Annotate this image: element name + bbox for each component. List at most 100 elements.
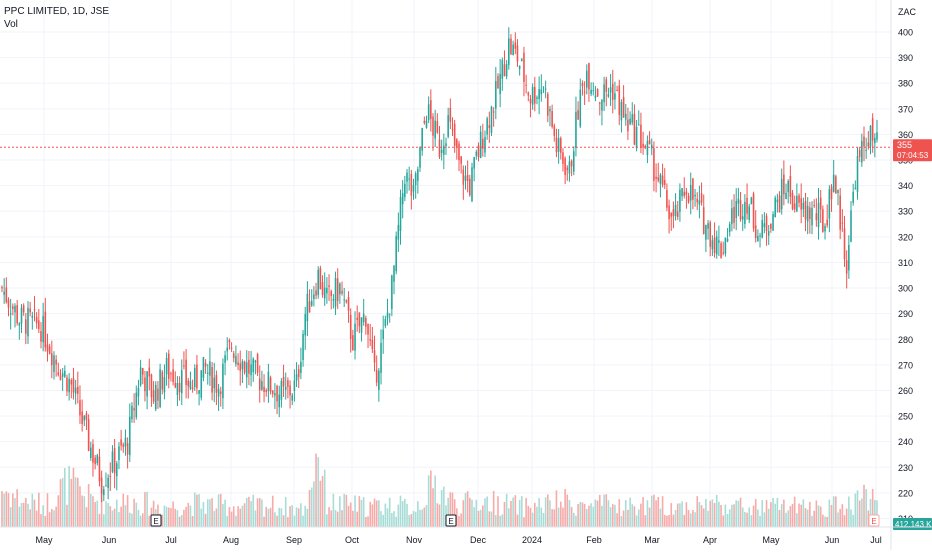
volume-bar — [66, 504, 68, 527]
candle-body — [94, 457, 96, 465]
candle-body — [443, 145, 445, 155]
volume-bar — [659, 508, 662, 527]
candle-body — [791, 192, 794, 210]
volume-bar — [620, 516, 623, 527]
candle-body — [752, 193, 755, 229]
candle-body — [404, 183, 406, 198]
candle-body — [867, 142, 870, 147]
volume-bar — [274, 512, 276, 527]
time-tick-label: Dec — [470, 535, 487, 545]
candle-body — [603, 84, 605, 103]
candle-body — [20, 307, 23, 324]
candle-body — [113, 448, 116, 474]
volume-bar — [783, 499, 785, 527]
candle-body — [850, 210, 852, 242]
candle-body — [35, 317, 38, 324]
candle-body — [230, 347, 233, 349]
volume-bar — [258, 498, 261, 527]
candle-body — [9, 313, 12, 315]
candle-body — [479, 131, 482, 159]
candle-body — [871, 118, 874, 141]
volume-bar — [215, 508, 218, 527]
candle-body — [280, 380, 283, 400]
candle-body — [770, 223, 772, 229]
candle-body — [700, 193, 703, 203]
candle-body — [819, 197, 822, 210]
candle-body — [482, 138, 484, 149]
candle-body — [436, 121, 439, 133]
volume-bar — [488, 511, 491, 527]
volume-bar — [668, 514, 670, 527]
volume-bar — [505, 493, 508, 527]
candle-body — [798, 195, 800, 203]
candle-body — [287, 380, 289, 387]
candle-body — [87, 419, 90, 451]
candle-body — [778, 195, 781, 213]
candle-body — [269, 377, 272, 392]
volume-bar — [850, 509, 852, 527]
price-tick-label: 300 — [898, 284, 913, 294]
volume-bar — [263, 516, 265, 527]
volume-bar — [456, 508, 458, 527]
candle-body — [81, 411, 83, 424]
volume-bar — [70, 478, 73, 527]
candle-body — [315, 290, 317, 296]
volume-bar — [349, 502, 352, 527]
volume-bar — [107, 502, 109, 527]
price-tick-label: 390 — [898, 53, 913, 63]
time-axis[interactable]: May Jun Jul Aug Sep Oct Nov Dec 2024 Feb Mar Apr May… — [0, 526, 932, 545]
volume-bar — [503, 501, 506, 527]
candle-body — [824, 225, 826, 232]
candle-body — [544, 88, 547, 90]
candle-body — [232, 353, 235, 359]
candle-body — [241, 361, 244, 369]
volume-bar — [92, 496, 94, 527]
candle-body — [863, 136, 865, 147]
volume-bar — [291, 505, 294, 527]
volume-bar — [687, 510, 690, 527]
volume-bar — [789, 506, 792, 527]
volume-bar — [85, 507, 88, 527]
candle-body — [538, 89, 540, 100]
candle-body — [77, 386, 79, 394]
volume-bar — [375, 500, 378, 527]
candle-body — [395, 236, 397, 272]
volume-bar — [222, 503, 224, 527]
candle-body — [55, 359, 57, 365]
candle-body — [754, 225, 757, 239]
volume-bar — [819, 506, 822, 527]
candle-body — [89, 447, 92, 459]
candle-body — [31, 315, 34, 318]
candle-body — [380, 342, 382, 373]
volume-bar — [317, 457, 320, 527]
candle-body — [102, 489, 105, 496]
volume-bar — [226, 515, 229, 527]
volume-bar — [848, 496, 850, 527]
candle-body — [713, 237, 716, 254]
volume-bar — [772, 497, 774, 527]
volume-bar — [306, 508, 309, 527]
volume-label: Vol — [4, 19, 18, 30]
candle-body — [126, 443, 129, 455]
volume-bar — [148, 515, 151, 527]
candle-body — [224, 355, 226, 363]
candle-body — [328, 285, 330, 287]
volume-bar — [443, 486, 445, 527]
candle-body — [141, 367, 144, 375]
candle-body — [401, 193, 404, 205]
candle-body — [222, 363, 224, 399]
volume-bar — [436, 503, 439, 527]
candle-body — [633, 113, 636, 145]
volume-bar — [698, 501, 701, 527]
candle-body — [776, 199, 779, 203]
symbol-title[interactable]: PPC LIMITED, 1D, JSE — [4, 6, 110, 17]
volume-bar — [804, 508, 807, 527]
candle-body — [583, 91, 586, 93]
volume-bar — [410, 514, 413, 527]
price-axis[interactable]: 2102202302402502602702802903003103203303… — [890, 0, 932, 550]
candle-body — [874, 138, 876, 144]
volume-bar — [373, 498, 376, 527]
candle-body — [295, 374, 298, 381]
